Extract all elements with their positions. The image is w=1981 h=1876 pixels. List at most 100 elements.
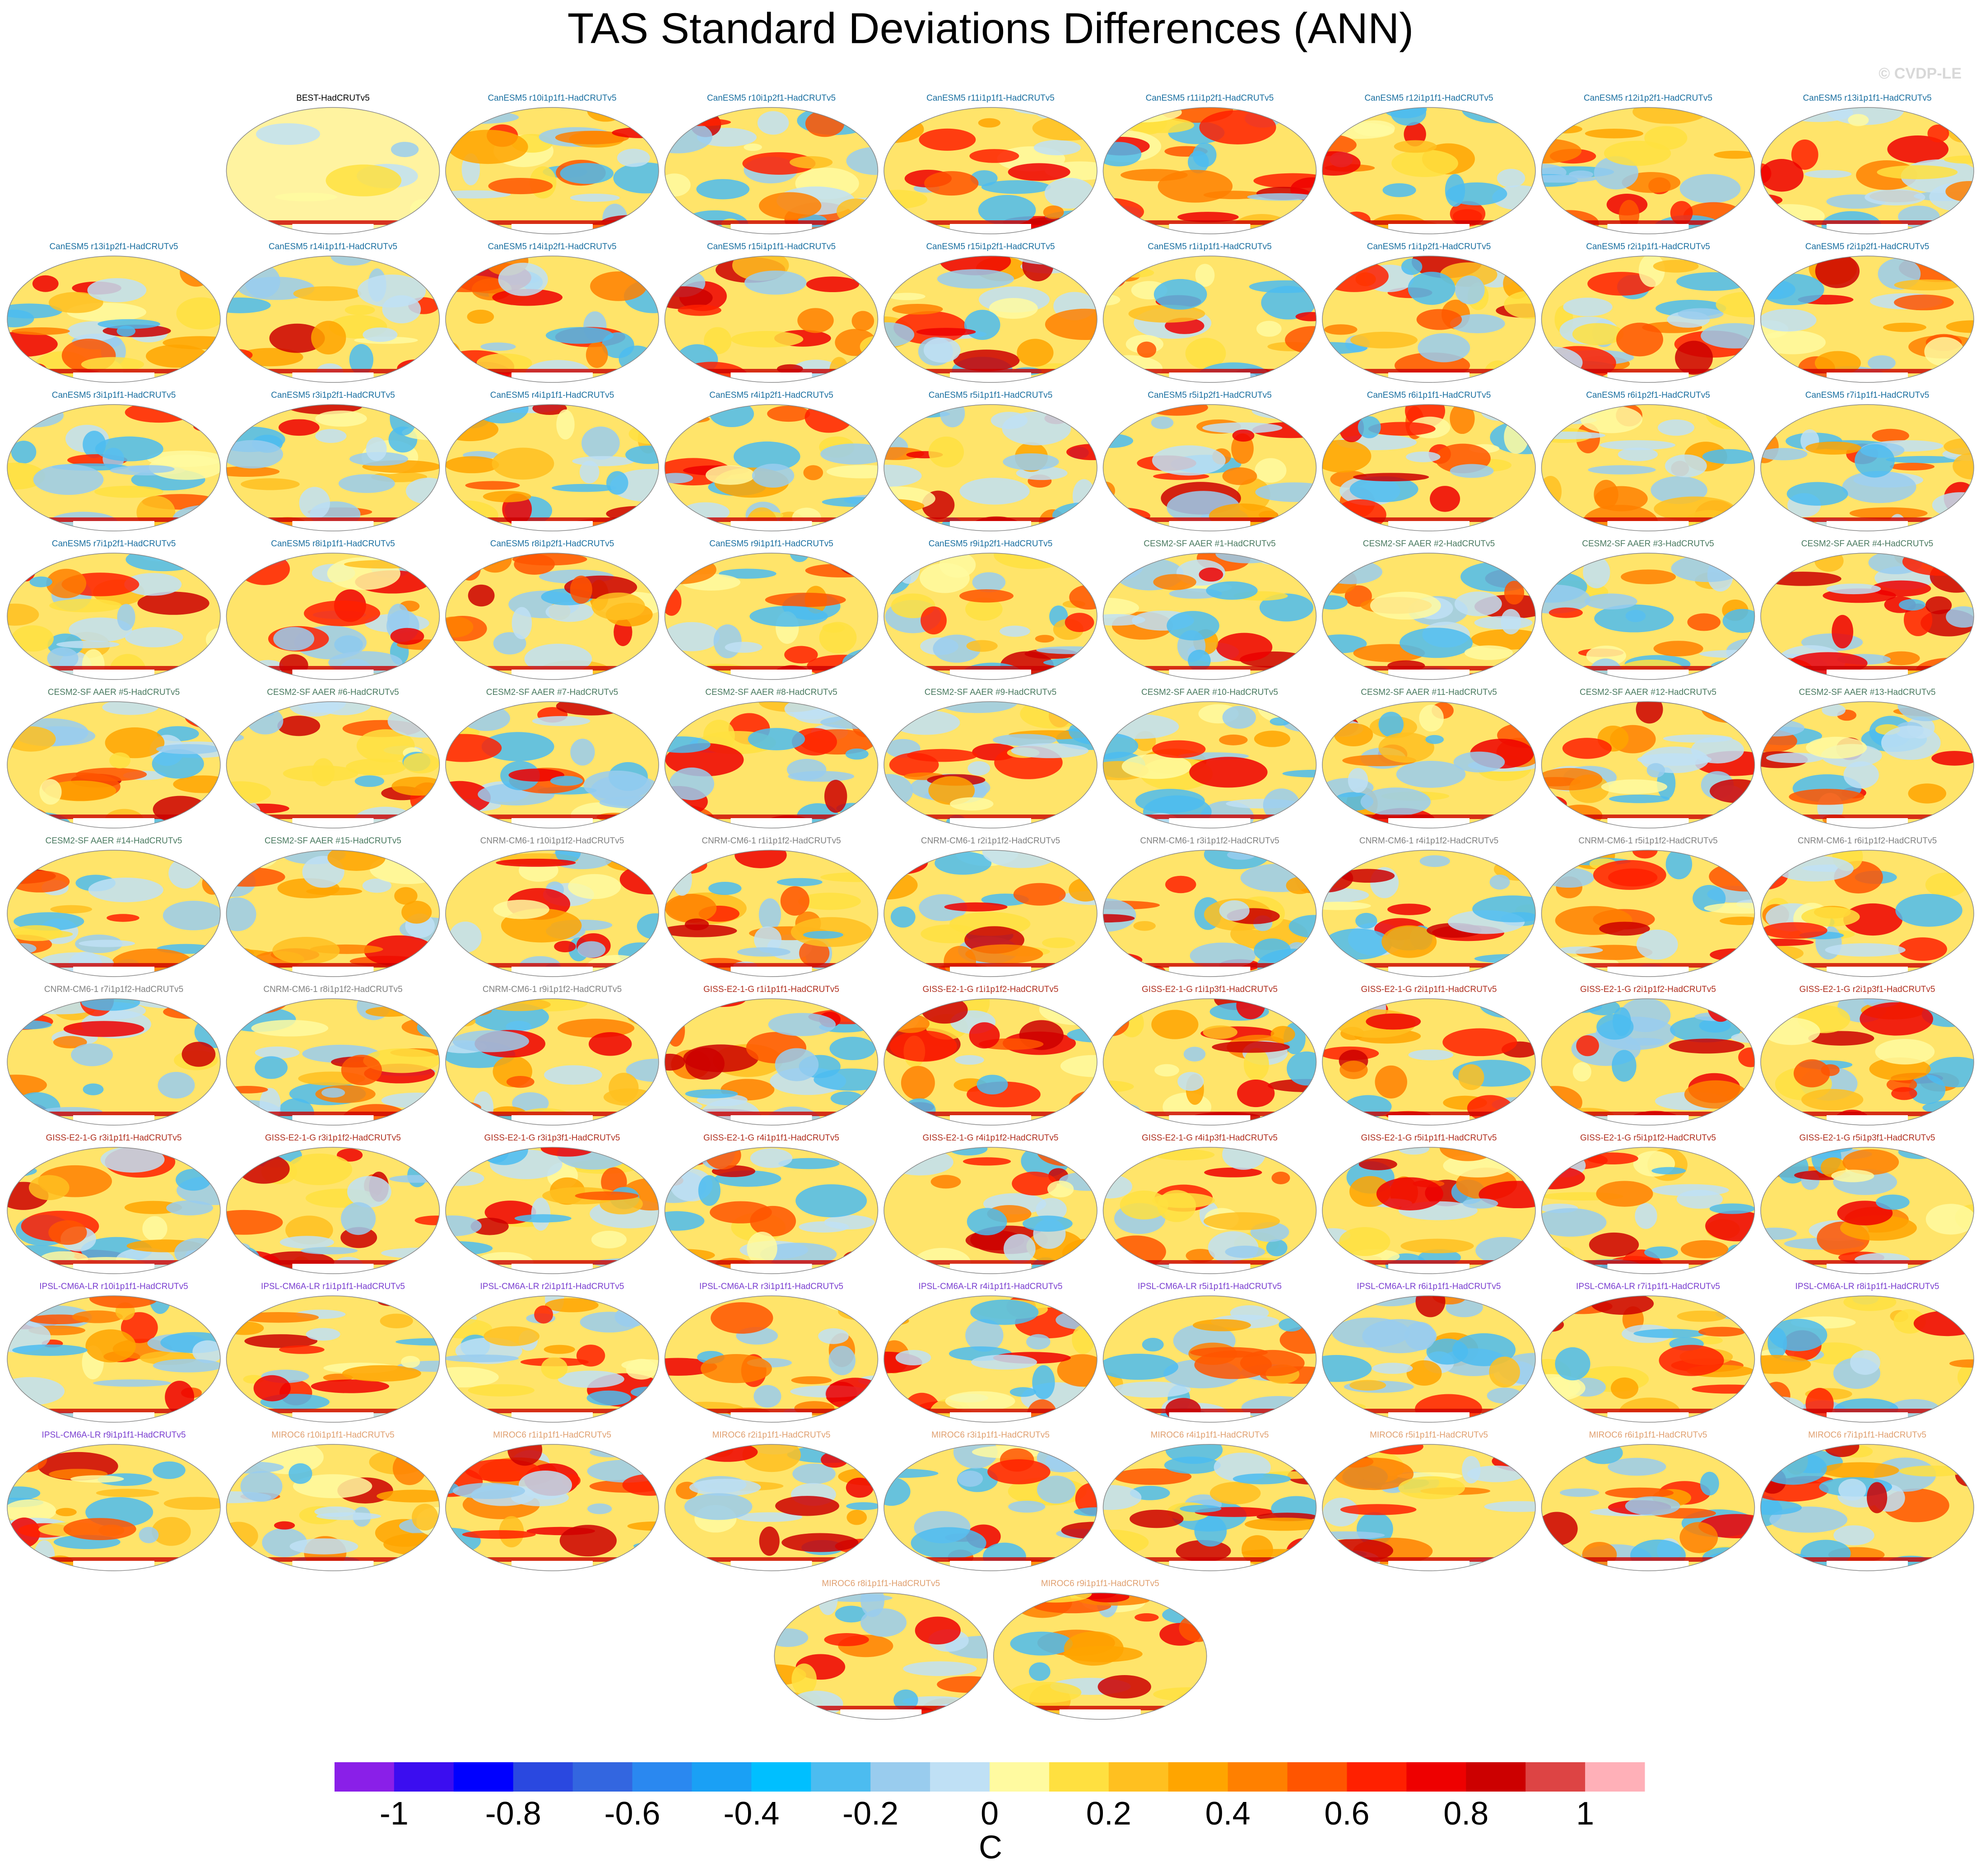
- map-anomaly: [49, 599, 122, 613]
- map-anomaly: [884, 1316, 909, 1326]
- map-panel: [226, 998, 440, 1126]
- map-anomaly: [1177, 1072, 1204, 1091]
- map-anomaly: [725, 642, 763, 653]
- map-anomaly: [583, 770, 651, 800]
- map-outline: [1541, 1147, 1755, 1274]
- map-anomaly: [1821, 1064, 1840, 1076]
- map-panel: [1760, 701, 1974, 829]
- map-anomaly: [483, 491, 531, 503]
- map-anomaly: [1322, 1355, 1372, 1382]
- panel-title: CESM2-SF AAER #10-HadCRUTv5: [1141, 688, 1278, 697]
- map-panel: [1322, 1295, 1536, 1423]
- map-panel: [1541, 553, 1755, 680]
- map-anomaly: [1653, 260, 1699, 273]
- map-anomaly: [1195, 264, 1215, 287]
- map-outline: [226, 998, 440, 1126]
- map-anomaly: [1406, 451, 1441, 462]
- map-anomaly: [226, 1251, 282, 1274]
- map-anomaly: [747, 1232, 777, 1266]
- map-anomaly: [1698, 1327, 1746, 1337]
- map-anomaly: [1842, 470, 1916, 503]
- panel-title: GISS-E2-1-G r4i1p1f2-HadCRUTv5: [923, 1133, 1059, 1143]
- map-anomaly: [1366, 1013, 1421, 1030]
- map-anomaly: [410, 199, 436, 220]
- map-anomaly: [192, 1340, 220, 1364]
- map-anomaly: [697, 1444, 758, 1462]
- map-anomaly: [1042, 937, 1075, 949]
- map-anomaly: [449, 922, 482, 953]
- map-anomaly: [311, 1379, 390, 1393]
- map-antarctic-blank: [1169, 1412, 1251, 1422]
- map-anomaly: [1339, 1061, 1368, 1080]
- map-anomaly: [1453, 751, 1505, 773]
- map-anomaly: [1850, 1350, 1880, 1375]
- map-panel: [1322, 553, 1536, 680]
- map-anomaly: [1556, 1408, 1576, 1422]
- map-pattern: [226, 123, 440, 234]
- map-anomaly: [1604, 140, 1671, 166]
- map-anomaly: [1761, 945, 1804, 961]
- map-outline: [1541, 998, 1755, 1126]
- map-antarctic-blank: [950, 818, 1031, 828]
- map-anomaly: [1322, 595, 1348, 610]
- map-panel: [1541, 1147, 1755, 1274]
- map-anomaly: [754, 926, 782, 953]
- map-anomaly: [1216, 633, 1273, 662]
- map-anomaly: [1387, 903, 1431, 915]
- map-panel: [664, 850, 879, 977]
- map-anomaly: [124, 1201, 182, 1214]
- map-anomaly: [1033, 140, 1081, 155]
- map-anomaly: [1731, 1402, 1755, 1422]
- map-anomaly: [1572, 323, 1624, 345]
- map-anomaly: [11, 625, 54, 652]
- map-anomaly: [939, 405, 965, 428]
- panel-title: CanESM5 r12i1p2f1-HadCRUTv5: [1584, 93, 1712, 103]
- map-antarctic-blank: [1388, 967, 1469, 977]
- map-anomaly: [737, 947, 791, 957]
- map-anomaly: [1047, 1180, 1074, 1198]
- map-pattern: [1761, 702, 1974, 828]
- map-anomaly: [481, 732, 554, 762]
- map-anomaly: [1848, 114, 1869, 126]
- map-anomaly: [829, 1037, 876, 1060]
- map-anomaly: [147, 451, 220, 467]
- map-antarctic: [665, 517, 878, 522]
- map-antarctic-blank: [512, 1412, 593, 1422]
- map-antarctic: [665, 369, 878, 373]
- panel-title: CanESM5 r6i1p2f1-HadCRUTv5: [1586, 391, 1710, 400]
- map-anomaly: [1060, 1055, 1097, 1077]
- map-anomaly: [884, 1468, 939, 1478]
- map-anomaly: [835, 666, 878, 680]
- map-anomaly: [184, 703, 220, 729]
- map-anomaly: [965, 1319, 1004, 1352]
- panel-title: CanESM5 r11i1p2f1-HadCRUTv5: [1146, 93, 1274, 103]
- map-anomaly: [1068, 1090, 1097, 1124]
- map-anomaly: [278, 419, 320, 436]
- map-outline: [226, 1295, 440, 1423]
- map-anomaly: [272, 937, 340, 964]
- map-anomaly: [1949, 1359, 1974, 1368]
- map-panel: [1322, 701, 1536, 829]
- panel-title: CanESM5 r14i1p2f1-HadCRUTv5: [488, 242, 616, 251]
- map-outline: [7, 1295, 221, 1423]
- map-anomaly: [705, 465, 755, 485]
- map-anomaly: [1826, 583, 1881, 595]
- map-anomaly: [7, 331, 58, 357]
- map-outline: [884, 553, 1097, 680]
- map-anomaly: [1103, 355, 1163, 382]
- panel-title: CanESM5 r4i1p1f1-HadCRUTv5: [490, 391, 614, 400]
- map-anomaly: [1322, 151, 1361, 176]
- colorbar-tick-label: -1: [380, 1796, 409, 1832]
- map-anomaly: [1924, 337, 1964, 367]
- map-anomaly: [1179, 1614, 1207, 1642]
- map-anomaly: [1322, 1531, 1385, 1540]
- map-anomaly: [1562, 738, 1612, 759]
- map-anomaly: [1372, 1444, 1423, 1455]
- map-anomaly: [884, 561, 911, 595]
- panel-title: CanESM5 r5i1p2f1-HadCRUTv5: [1148, 391, 1272, 400]
- map-anomaly: [1103, 142, 1142, 167]
- map-anomaly: [1103, 1354, 1179, 1380]
- map-anomaly: [1947, 850, 1970, 875]
- panel-title: CESM2-SF AAER #4-HadCRUTv5: [1801, 539, 1933, 549]
